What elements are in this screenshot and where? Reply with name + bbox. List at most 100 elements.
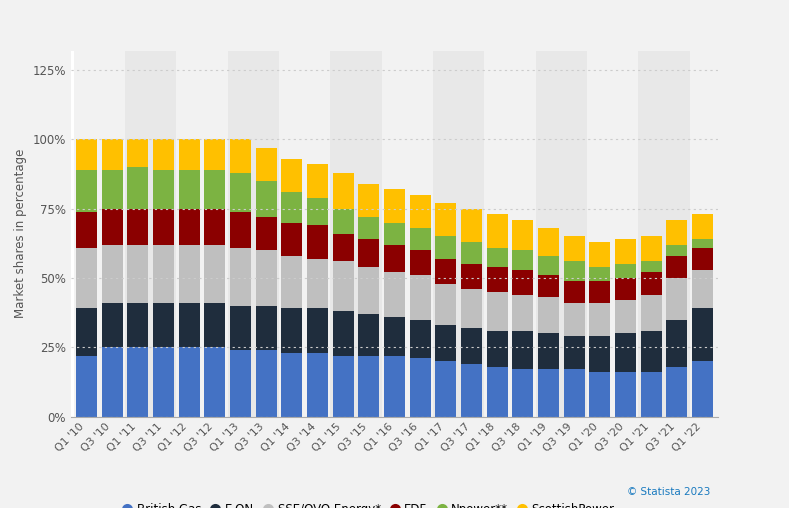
Bar (358, 184, 380, 217)
Bar (538, 297, 559, 333)
Bar (615, 372, 636, 417)
Bar (153, 140, 174, 170)
Bar (153, 347, 174, 417)
Bar (641, 272, 662, 295)
Bar (281, 353, 302, 417)
Bar (667, 320, 687, 367)
Bar (102, 170, 122, 209)
Bar (563, 303, 585, 336)
Bar (461, 289, 482, 328)
Bar (102, 347, 122, 417)
Bar (538, 275, 559, 297)
Bar (230, 350, 251, 417)
Bar (384, 317, 405, 356)
Bar (667, 245, 687, 256)
Bar (333, 209, 353, 234)
Bar (127, 347, 148, 417)
Bar (638, 51, 690, 417)
Bar (484, 51, 536, 417)
Bar (436, 361, 456, 417)
Bar (358, 217, 380, 239)
Bar (204, 140, 226, 170)
Bar (256, 306, 277, 350)
Bar (667, 220, 687, 245)
Bar (204, 347, 226, 417)
Bar (587, 51, 638, 417)
Bar (409, 275, 431, 320)
Bar (563, 369, 585, 417)
Bar (307, 198, 328, 226)
Bar (279, 51, 331, 417)
Bar (384, 245, 405, 272)
Bar (667, 278, 687, 320)
Bar (76, 140, 97, 170)
Bar (589, 372, 611, 417)
Bar (127, 209, 148, 245)
Bar (512, 220, 533, 250)
Bar (382, 51, 433, 417)
Bar (461, 328, 482, 364)
Bar (256, 250, 277, 306)
Bar (281, 192, 302, 223)
Bar (333, 262, 353, 311)
Bar (256, 350, 277, 417)
Bar (358, 267, 380, 314)
Bar (178, 347, 200, 417)
Bar (538, 369, 559, 417)
Bar (230, 247, 251, 306)
Bar (307, 226, 328, 259)
Bar (692, 361, 713, 417)
Bar (563, 236, 585, 262)
Bar (692, 308, 713, 361)
Bar (204, 303, 226, 347)
Bar (641, 236, 662, 262)
Bar (436, 325, 456, 361)
Bar (615, 239, 636, 264)
Bar (384, 272, 405, 317)
Bar (690, 51, 741, 417)
Bar (127, 140, 148, 167)
Bar (409, 320, 431, 358)
Bar (436, 283, 456, 325)
Bar (153, 245, 174, 303)
Bar (692, 247, 713, 270)
Bar (256, 148, 277, 181)
Bar (615, 333, 636, 372)
Bar (692, 214, 713, 239)
Bar (76, 211, 97, 247)
Bar (487, 292, 507, 331)
Bar (333, 234, 353, 262)
Bar (153, 170, 174, 209)
Bar (538, 256, 559, 275)
Bar (538, 228, 559, 256)
Bar (73, 51, 125, 417)
Bar (692, 270, 713, 308)
Bar (409, 250, 431, 275)
Bar (487, 247, 507, 267)
Bar (256, 217, 277, 250)
Bar (178, 209, 200, 245)
Bar (461, 264, 482, 289)
Bar (436, 236, 456, 259)
Bar (512, 295, 533, 331)
Bar (461, 209, 482, 242)
Bar (153, 303, 174, 347)
Bar (589, 267, 611, 281)
Bar (227, 51, 279, 417)
Bar (409, 228, 431, 250)
Bar (538, 333, 559, 369)
Bar (307, 353, 328, 417)
Bar (563, 281, 585, 303)
Bar (127, 167, 148, 209)
Bar (384, 356, 405, 417)
Bar (589, 242, 611, 267)
Bar (230, 140, 251, 173)
Bar (178, 245, 200, 303)
Bar (589, 281, 611, 303)
Bar (512, 369, 533, 417)
Legend: British Gas, E.ON, SSE/OVO Energy*, EDF, Npower**, ScottishPower: British Gas, E.ON, SSE/OVO Energy*, EDF,… (122, 503, 615, 508)
Bar (178, 303, 200, 347)
Bar (384, 223, 405, 245)
Bar (178, 140, 200, 170)
Y-axis label: Market shares in percentage: Market shares in percentage (14, 149, 27, 319)
